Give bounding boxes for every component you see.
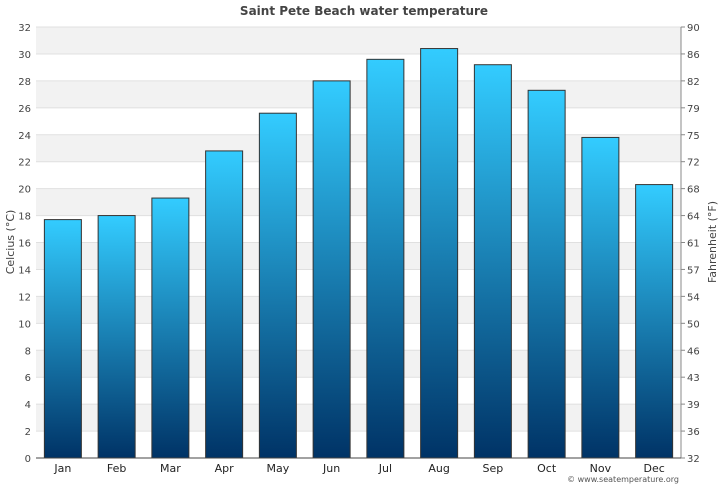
- grid-band: [36, 296, 681, 324]
- grid-band: [36, 242, 681, 270]
- y-right-tick-label: 50: [687, 319, 700, 330]
- bar-nov: [581, 136, 620, 459]
- y-tick-label: 0: [25, 454, 31, 465]
- y-right-tick-label: 57: [687, 265, 700, 276]
- bar-may: [258, 112, 297, 459]
- y-tick-label: 14: [18, 265, 31, 276]
- y-right-tick-label: 43: [687, 373, 700, 384]
- y-tick-label: 12: [18, 292, 31, 303]
- y-right-tick-label: 68: [687, 185, 700, 196]
- y-tick-label: 6: [25, 373, 31, 384]
- bar-jun: [312, 80, 351, 459]
- x-tick-label: Jan: [53, 462, 71, 475]
- y-right-tick-label: 61: [687, 239, 700, 250]
- y-tick-label: 28: [18, 77, 31, 88]
- grid-band: [36, 431, 681, 458]
- y-right-tick-label: 72: [687, 158, 700, 169]
- grid-band: [36, 27, 681, 54]
- grid-band: [36, 134, 681, 162]
- x-tick-label: Jun: [322, 462, 340, 475]
- grid-band: [36, 404, 681, 432]
- grid-band: [36, 161, 681, 189]
- y-tick-label: 22: [18, 158, 31, 169]
- y-right-tick-label: 75: [687, 131, 700, 142]
- y-tick-label: 4: [25, 400, 31, 411]
- y-right-tick-label: 32: [687, 454, 700, 465]
- grid-band: [36, 323, 681, 351]
- bar-feb: [97, 215, 136, 459]
- y-right-tick-label: 36: [687, 427, 700, 438]
- y-tick-label: 20: [18, 185, 31, 196]
- x-tick-label: Apr: [215, 462, 235, 475]
- chart-title: Saint Pete Beach water temperature: [240, 4, 488, 18]
- x-tick-label: Dec: [643, 462, 664, 475]
- y-tick-label: 18: [18, 212, 31, 223]
- y-right-tick-label: 82: [687, 77, 700, 88]
- grid-band: [36, 53, 681, 81]
- y-tick-label: 24: [18, 131, 31, 142]
- x-tick-label: Aug: [428, 462, 449, 475]
- y-tick-label: 16: [18, 239, 31, 250]
- bar-jan: [43, 219, 82, 459]
- y-right-tick-label: 46: [687, 346, 700, 357]
- x-tick-label: Nov: [590, 462, 612, 475]
- bar-sep: [473, 64, 512, 459]
- y-right-tick-label: 90: [687, 23, 700, 34]
- credit: © www.seatemperature.org: [567, 475, 679, 484]
- y-tick-label: 8: [25, 346, 31, 357]
- grid-band: [36, 215, 681, 243]
- x-tick-label: Sep: [483, 462, 504, 475]
- grid-band: [36, 269, 681, 297]
- grid-band: [36, 107, 681, 135]
- x-tick-label: May: [267, 462, 290, 475]
- x-tick-label: Feb: [107, 462, 126, 475]
- x-tick-label: Oct: [537, 462, 557, 475]
- bar-aug: [420, 48, 459, 459]
- bar-mar: [151, 197, 190, 459]
- y-right-tick-label: 86: [687, 50, 700, 61]
- y-tick-label: 30: [18, 50, 31, 61]
- y-tick-label: 32: [18, 23, 31, 34]
- bar-jul: [366, 58, 405, 459]
- y-right-tick-label: 64: [687, 212, 700, 223]
- grid-band: [36, 350, 681, 378]
- y-right-tick-label: 39: [687, 400, 700, 411]
- bar-apr: [205, 150, 244, 459]
- grid-band: [36, 80, 681, 108]
- y-right-tick-label: 79: [687, 104, 700, 115]
- grid-band: [36, 188, 681, 216]
- y-axis-right-label: Fahrenheit (°F): [706, 201, 719, 283]
- y-tick-label: 10: [18, 319, 31, 330]
- x-tick-label: Jul: [378, 462, 392, 475]
- bar-oct: [527, 89, 566, 459]
- y-right-tick-label: 54: [687, 292, 700, 303]
- bar-dec: [635, 184, 674, 459]
- y-tick-label: 26: [18, 104, 31, 115]
- y-axis-label: Celcius (°C): [4, 210, 17, 275]
- y-tick-label: 2: [25, 427, 31, 438]
- grid-band: [36, 377, 681, 405]
- x-tick-label: Mar: [160, 462, 181, 475]
